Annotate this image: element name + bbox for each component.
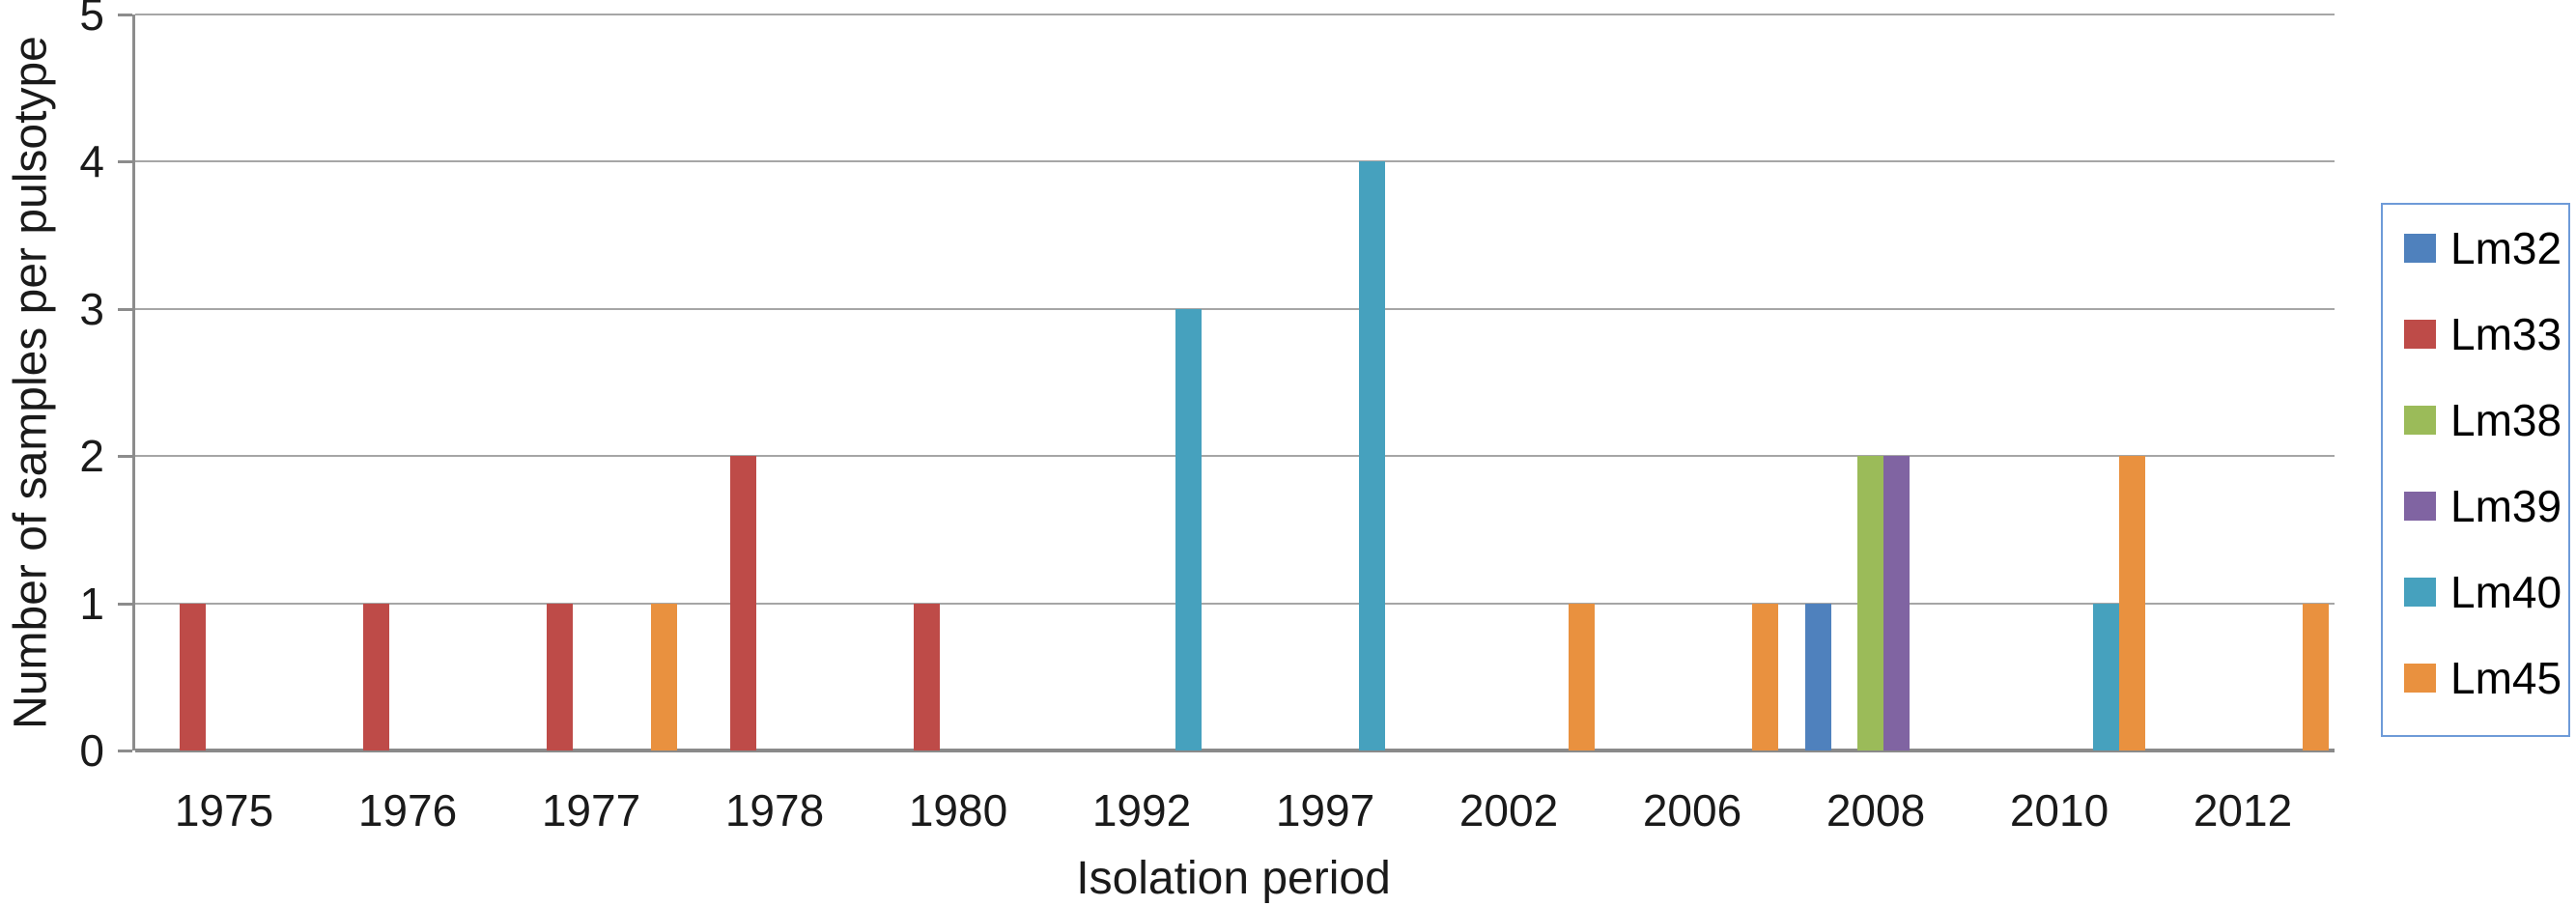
bar-Lm33-1976 <box>363 603 389 750</box>
bar-Lm45-2006 <box>1752 603 1778 750</box>
bar-Lm45-2002 <box>1569 603 1595 750</box>
x-tick-label-1992: 1992 <box>1091 785 1192 835</box>
x-tick-label-1976: 1976 <box>357 785 458 835</box>
bar-Lm45-1977 <box>651 603 677 750</box>
legend-swatch-Lm32 <box>2404 234 2436 263</box>
y-tick-label-4: 4 <box>79 136 104 187</box>
legend-label-Lm39: Lm39 <box>2450 481 2562 531</box>
y-tick-label-3: 3 <box>79 283 104 334</box>
y-tick-mark-0 <box>118 750 132 752</box>
y-tick-label-5: 5 <box>79 0 104 40</box>
bar-Lm33-1975 <box>180 603 206 750</box>
y-tick-mark-1 <box>118 602 132 606</box>
gridline-3 <box>135 307 2335 310</box>
gridline-1 <box>135 602 2335 605</box>
legend-swatch-Lm33 <box>2404 320 2436 349</box>
x-tick-label-1978: 1978 <box>724 785 825 835</box>
gridline-0 <box>135 749 2335 752</box>
bar-Lm45-2012 <box>2303 603 2329 750</box>
legend-label-Lm32: Lm32 <box>2450 223 2562 273</box>
x-tick-label-2006: 2006 <box>1642 785 1742 835</box>
legend-label-Lm38: Lm38 <box>2450 395 2562 445</box>
y-tick-mark-3 <box>118 307 132 311</box>
legend-swatch-Lm39 <box>2404 492 2436 521</box>
legend-entry-Lm45: Lm45 <box>2404 656 2568 700</box>
gridline-2 <box>135 455 2335 458</box>
legend-entry-Lm33: Lm33 <box>2404 312 2568 356</box>
legend-label-Lm45: Lm45 <box>2450 653 2562 703</box>
bar-Lm33-1980 <box>914 603 940 750</box>
y-tick-mark-5 <box>118 14 132 16</box>
legend-label-Lm33: Lm33 <box>2450 309 2562 359</box>
legend-entry-Lm32: Lm32 <box>2404 226 2568 270</box>
bar-Lm33-1978 <box>730 456 756 750</box>
bar-Lm38-2008 <box>1857 456 1883 750</box>
x-tick-label-1997: 1997 <box>1275 785 1375 835</box>
legend-swatch-Lm38 <box>2404 406 2436 435</box>
bar-Lm40-1992 <box>1175 308 1202 750</box>
legend-entry-Lm38: Lm38 <box>2404 398 2568 442</box>
bar-Lm40-2010 <box>2093 603 2119 750</box>
legend-entry-Lm40: Lm40 <box>2404 570 2568 614</box>
legend-entry-Lm39: Lm39 <box>2404 484 2568 528</box>
bar-Lm32-2008 <box>1805 603 1831 750</box>
x-axis-title: Isolation period <box>1076 853 1391 904</box>
bar-Lm39-2008 <box>1883 456 1910 750</box>
legend-swatch-Lm45 <box>2404 664 2436 693</box>
x-tick-label-1980: 1980 <box>908 785 1008 835</box>
gridline-4 <box>135 160 2335 163</box>
y-tick-label-1: 1 <box>79 578 104 629</box>
x-tick-label-1975: 1975 <box>174 785 274 835</box>
y-tick-mark-2 <box>118 455 132 459</box>
y-tick-label-2: 2 <box>79 431 104 482</box>
bar-Lm33-1977 <box>547 603 573 750</box>
gridline-5 <box>135 14 2335 15</box>
legend-box: Lm32 Lm33 Lm38 Lm39 Lm40 Lm45 <box>2381 203 2570 737</box>
x-tick-label-2008: 2008 <box>1826 785 1926 835</box>
legend-label-Lm40: Lm40 <box>2450 567 2562 617</box>
legend-swatch-Lm40 <box>2404 578 2436 607</box>
x-tick-label-1977: 1977 <box>541 785 641 835</box>
x-tick-label-2010: 2010 <box>2009 785 2109 835</box>
y-tick-mark-4 <box>118 160 132 164</box>
x-tick-label-2012: 2012 <box>2193 785 2293 835</box>
x-tick-label-2002: 2002 <box>1458 785 1559 835</box>
plot-area <box>132 14 2335 752</box>
bar-Lm40-1997 <box>1359 161 1385 750</box>
y-tick-label-0: 0 <box>79 725 104 776</box>
bar-Lm45-2010 <box>2119 456 2145 750</box>
